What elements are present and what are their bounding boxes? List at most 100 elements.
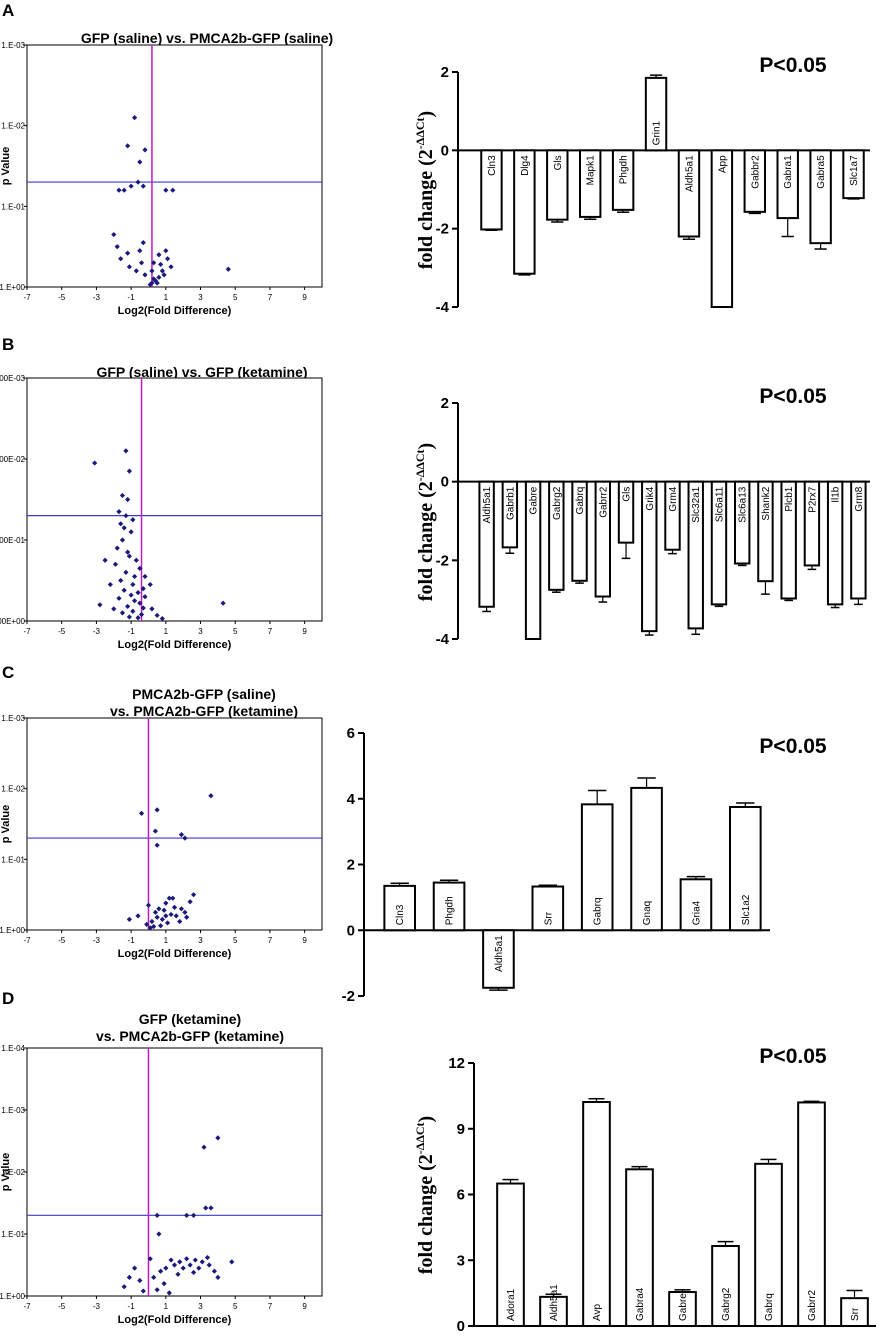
volcano-point: [126, 553, 132, 559]
bar-label: App: [717, 155, 728, 173]
volcano-point: [147, 1256, 153, 1262]
volcano-point: [116, 595, 122, 601]
bar-label: Gabbr2: [750, 155, 761, 189]
bar-ytick-label: 0: [441, 142, 449, 159]
bar: [710, 149, 734, 308]
volcano-point: [142, 147, 148, 153]
volcano-point: [204, 1254, 211, 1261]
bar-b-ylabel-sup: -ΔΔCt: [413, 449, 427, 481]
volcano-point: [184, 1212, 190, 1218]
volcano-xtick-label: -5: [58, 293, 66, 302]
bar-label: Avp: [592, 1304, 603, 1321]
volcano-point: [140, 240, 146, 246]
bar-label: Shank2: [761, 486, 772, 520]
volcano-point: [156, 1231, 162, 1237]
volcano-xtick-label: -3: [93, 627, 101, 636]
bar-label: Phgdh: [445, 896, 456, 925]
bar-ytick-label: 0: [441, 474, 449, 491]
volcano-xtick-label: 5: [233, 627, 238, 636]
bar-d-ylabel-sup: -ΔΔCt: [413, 1122, 427, 1154]
volcano-c-title-line1: PMCA2b-GFP (saline): [132, 686, 276, 702]
volcano-xtick-label: -5: [58, 1302, 66, 1311]
bar: [840, 1297, 869, 1328]
volcano-point: [131, 1265, 138, 1271]
bar-chart-d: 0 3 6 9 12 Adora1 Aldh5a1 Avp Gabra4 Gabre Gabrg2 G…: [448, 1055, 876, 1335]
volcano-xtick-label: -7: [23, 293, 31, 302]
volcano-point: [208, 1205, 214, 1211]
bar-label: Srr: [850, 1307, 861, 1321]
bar-label: Gabrq: [575, 487, 586, 515]
volcano-point: [133, 268, 139, 274]
volcano-point: [154, 914, 160, 920]
bar-label: Slc6a13: [738, 486, 749, 523]
volcano-point: [138, 810, 145, 816]
bar-ytick-label: -2: [436, 552, 449, 569]
bar: [809, 149, 832, 245]
volcano-ytick-label: 1.E-01: [1, 855, 25, 864]
panel-label-a: A: [2, 1, 14, 20]
volcano-point: [151, 1274, 157, 1280]
volcano-point: [170, 187, 176, 193]
bar-label: Slc1a2: [741, 894, 752, 925]
bar: [580, 803, 614, 932]
volcano-plot-c: 1.E-03 1.E-02 1.E-01 1.E+00-7 -5 -3 -1 1 3 5 7 9 Log…: [0, 714, 323, 960]
volcano-xtick-label: 3: [198, 627, 203, 636]
volcano-xtick-label: 7: [268, 1302, 273, 1311]
volcano-point: [126, 1274, 132, 1280]
bar: [582, 1101, 611, 1328]
volcano-point: [166, 895, 172, 901]
bar-label: Gabrq: [764, 1293, 775, 1321]
volcano-point: [159, 615, 165, 622]
volcano-xtick-label: -3: [93, 1302, 101, 1311]
bar-label: Gabre: [529, 486, 540, 514]
volcano-point: [125, 250, 131, 256]
volcano-point: [118, 577, 124, 584]
volcano-point: [161, 1281, 167, 1287]
bar-d-ylabel: fold change (2-ΔΔCt): [413, 1116, 437, 1274]
volcano-ytick-label: 1.E+00: [0, 926, 26, 935]
volcano-point: [102, 557, 108, 563]
volcano-b-title: GFP (saline) vs. GFP (ketamine): [96, 364, 307, 380]
bar-label: Gabrr2: [598, 486, 609, 518]
bar-ytick-label: -4: [436, 299, 450, 316]
volcano-point: [154, 1287, 160, 1293]
volcano-frame: [26, 717, 323, 931]
volcano-point: [190, 892, 197, 898]
bar-label: Slc1a7: [849, 155, 860, 186]
volcano-xtick-label: 3: [198, 293, 203, 302]
bar-label: Il1b: [831, 486, 842, 503]
volcano-point: [119, 610, 126, 616]
bar-ytick-label: 2: [441, 395, 449, 412]
volcano-xtick-label: 7: [268, 627, 273, 636]
bar-label: Gabrb1: [505, 486, 516, 520]
volcano-xtick-label: 1: [164, 293, 169, 302]
bar-label: Gabra5: [816, 155, 827, 189]
volcano-point: [142, 573, 148, 580]
bar: [513, 149, 536, 275]
bar-label: Phgdh: [619, 155, 630, 184]
volcano-frame: [26, 1047, 323, 1297]
volcano-point: [140, 605, 146, 611]
bar-label: Grm8: [854, 486, 865, 511]
volcano-point: [118, 521, 124, 527]
volcano-ytick-label: 1.00E+00: [0, 617, 26, 626]
bar: [546, 149, 569, 221]
volcano-point: [119, 492, 126, 499]
volcano-xtick-label: -1: [128, 936, 136, 945]
volcano-point: [163, 248, 169, 254]
bar-d-ylabel-main: fold change (2: [415, 1154, 437, 1274]
bar-b-ylabel-close: ): [415, 443, 437, 450]
bar-label: Adora1: [506, 1288, 517, 1321]
volcano-frame: [26, 44, 323, 288]
bar-ytick-label: 3: [457, 1252, 465, 1269]
volcano-xtick-label: -7: [23, 1302, 31, 1311]
volcano-point: [149, 268, 155, 274]
bar-ytick-label: 6: [347, 725, 355, 742]
volcano-point: [137, 1277, 143, 1284]
volcano-point: [163, 187, 169, 193]
bar-ytick-label: 0: [457, 1318, 465, 1335]
volcano-point: [166, 1290, 172, 1296]
volcano-point: [130, 581, 136, 588]
volcano-point: [131, 115, 138, 121]
volcano-point: [137, 600, 143, 606]
